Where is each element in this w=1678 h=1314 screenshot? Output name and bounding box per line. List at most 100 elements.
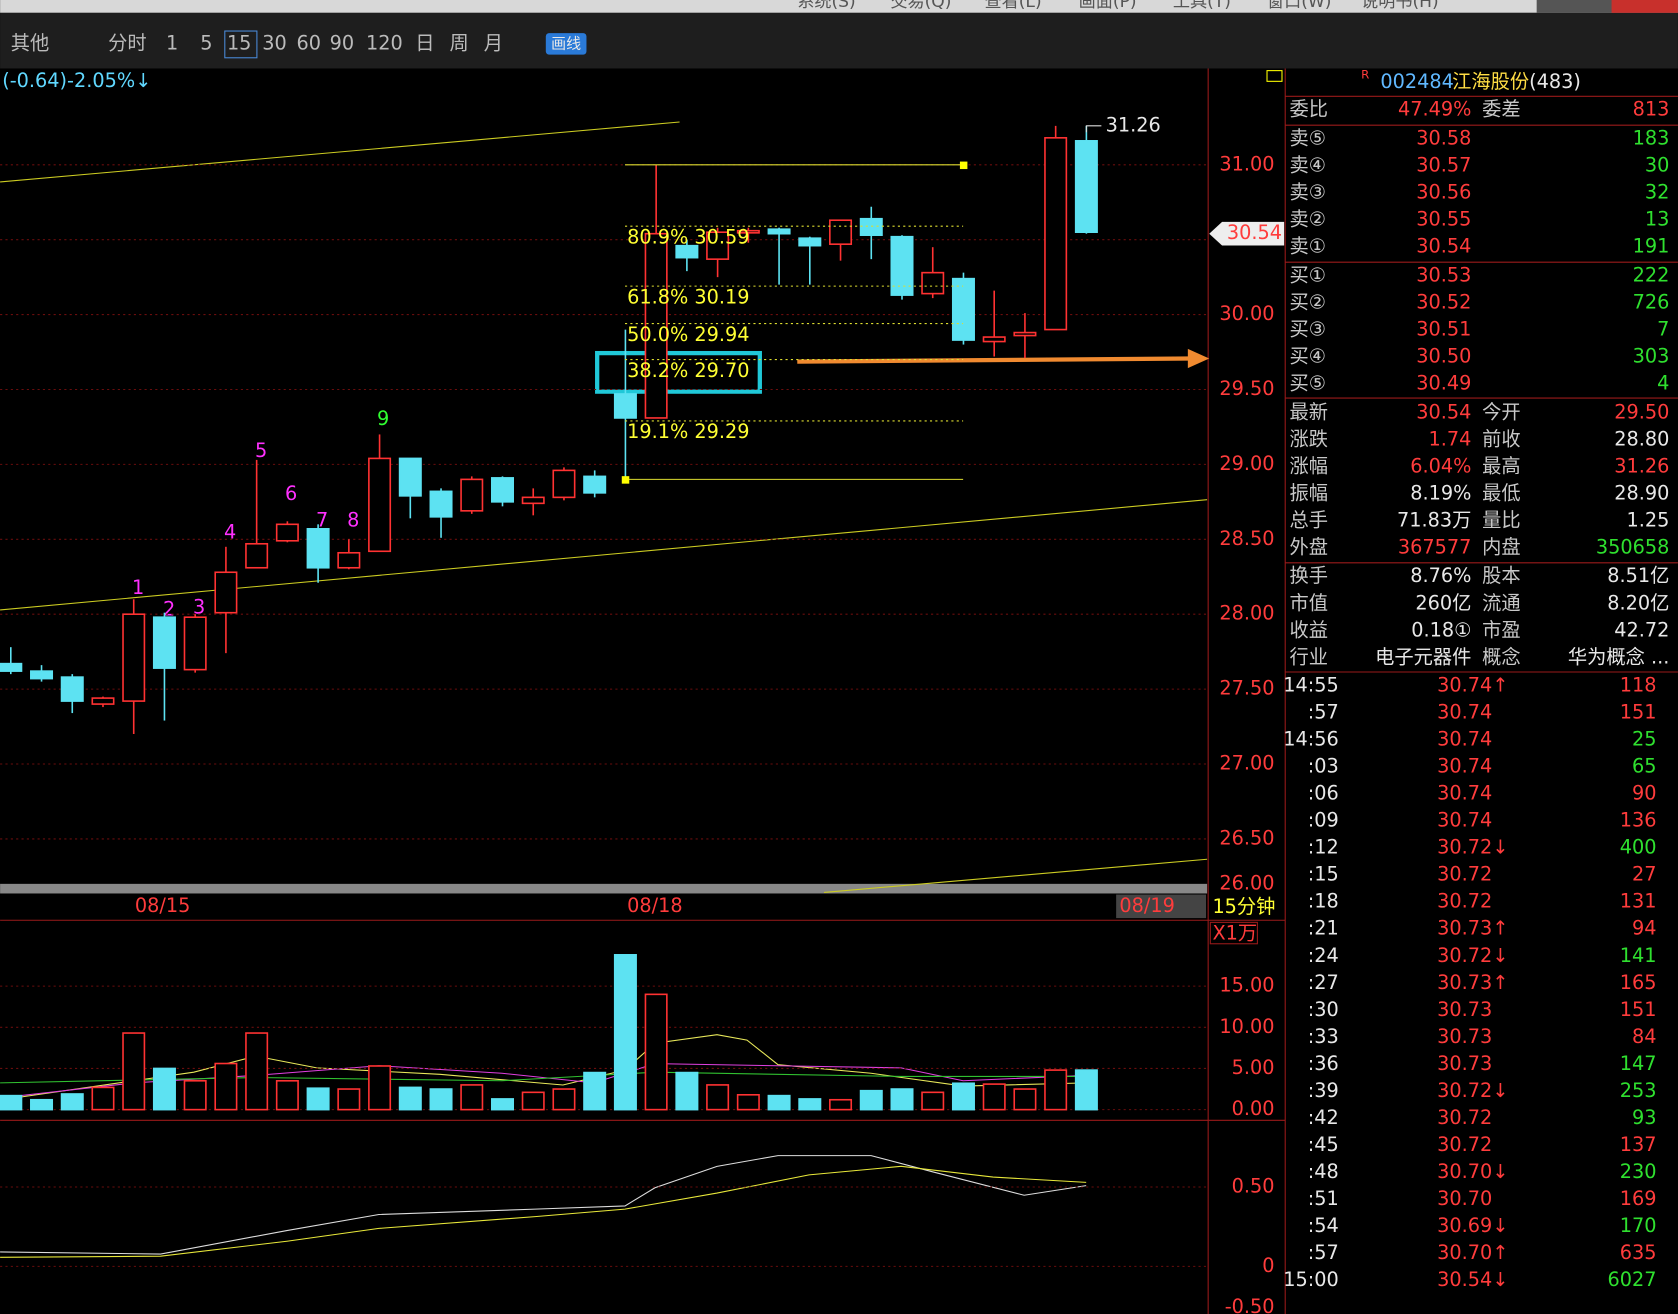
volume-bar <box>951 1082 975 1111</box>
scrollbar[interactable] <box>0 883 1208 894</box>
arrow <box>797 356 1190 364</box>
field-value: 8.19% <box>1410 481 1471 504</box>
volume-bar <box>798 1098 822 1111</box>
menu-item[interactable]: 窗口(W) <box>1267 0 1332 12</box>
stock-code: 002484 <box>1380 70 1453 93</box>
tick-volume: 25 <box>1632 727 1657 750</box>
toolbar-item[interactable]: 5 <box>200 31 212 54</box>
book-volume: 13 <box>1645 208 1670 231</box>
icon[interactable] <box>1266 70 1283 82</box>
tick-price: 30.74 <box>1437 727 1492 750</box>
toolbar-item[interactable]: 其他 <box>11 31 49 54</box>
volume-bar <box>675 1071 699 1111</box>
fib-handle[interactable] <box>621 476 630 484</box>
close-button[interactable] <box>1611 0 1678 13</box>
field-label: 今开 <box>1482 401 1521 424</box>
date-box <box>1116 894 1207 919</box>
field-label: 总手 <box>1289 508 1328 531</box>
toolbar-item[interactable]: 15 <box>227 31 252 54</box>
candle-body <box>214 571 238 614</box>
volume-tick-label: 5.00 <box>1232 1056 1275 1079</box>
field-value: 260亿 <box>1415 591 1471 614</box>
candle-body <box>613 393 637 419</box>
tick-price: 30.73 <box>1437 1025 1492 1048</box>
tick-time: :21 <box>1308 917 1339 940</box>
volume-bar <box>706 1084 730 1111</box>
tick-volume: 230 <box>1620 1160 1657 1183</box>
book-volume: 7 <box>1657 318 1669 341</box>
toolbar-item[interactable]: 月 <box>484 31 503 54</box>
y-tick-label: 31.00 <box>1219 152 1274 175</box>
field-value: 1.74 <box>1429 427 1472 450</box>
tick-time: :36 <box>1308 1052 1339 1075</box>
tick-time: :48 <box>1308 1160 1339 1183</box>
tick-price: 30.72↓ <box>1437 944 1508 967</box>
tick-time: :12 <box>1308 836 1339 859</box>
candle-body <box>921 271 945 295</box>
tick-time: :39 <box>1308 1079 1339 1102</box>
volume-bar <box>767 1094 791 1111</box>
tick-price: 30.74 <box>1437 782 1492 805</box>
menu-item[interactable]: 说明书(H) <box>1361 0 1439 12</box>
macd-dea <box>0 1165 1087 1258</box>
menu-item[interactable]: 系统(S) <box>797 0 855 12</box>
tick-time: :06 <box>1308 782 1339 805</box>
book-label: 卖② <box>1289 208 1326 231</box>
stock-count: (483) <box>1529 70 1581 93</box>
toolbar-item[interactable]: 1 <box>166 31 178 54</box>
tick-volume: 170 <box>1620 1214 1657 1237</box>
book-price: 30.58 <box>1416 127 1471 150</box>
volume-bar <box>644 993 668 1111</box>
fib-label: 50.0% 29.94 <box>627 323 749 346</box>
field-value: 6.04% <box>1410 454 1471 477</box>
book-volume: 32 <box>1645 181 1670 204</box>
y-tick-label: 29.00 <box>1219 452 1274 475</box>
volume-bar <box>183 1080 207 1111</box>
volume-bar <box>890 1088 914 1111</box>
tick-price: 30.74 <box>1437 809 1492 832</box>
menu-item[interactable]: 交易(Q) <box>890 0 951 12</box>
field-label: 概念 <box>1482 645 1521 668</box>
candle-body <box>829 219 853 245</box>
selected-period <box>224 30 258 59</box>
field-value: 813 <box>1633 98 1670 121</box>
macd-tick-label: -0.50 <box>1225 1295 1275 1314</box>
volume-tick-label: 0.00 <box>1232 1097 1275 1120</box>
fib-handle[interactable] <box>959 161 968 170</box>
field-label: 委差 <box>1482 98 1521 121</box>
tick-time: 15:00 <box>1283 1268 1338 1291</box>
last-price-tag <box>1209 221 1285 246</box>
toolbar-item[interactable]: 30 <box>262 31 287 54</box>
field-value: 华为概念 ... <box>1568 645 1669 668</box>
field-label: 行业 <box>1289 645 1328 668</box>
field-label: 股本 <box>1482 564 1521 587</box>
tick-price: 30.70↓ <box>1437 1160 1508 1183</box>
tick-volume: 93 <box>1632 1106 1657 1129</box>
menu-item[interactable]: 画面(P) <box>1079 0 1137 12</box>
field-label: 市值 <box>1289 591 1328 614</box>
tick-price: 30.73↑ <box>1437 917 1508 940</box>
toolbar-item[interactable]: 120 <box>366 31 403 54</box>
draw-button[interactable] <box>545 33 587 55</box>
tick-price: 30.72↓ <box>1437 1079 1508 1102</box>
volume-bar <box>583 1071 607 1111</box>
trend-line <box>823 858 1208 893</box>
volume-bar <box>982 1083 1006 1111</box>
toolbar-item[interactable]: 日 <box>415 31 434 54</box>
candle-body <box>859 217 883 236</box>
field-value: 8.51亿 <box>1607 564 1669 587</box>
menu-item[interactable]: 工具(T) <box>1173 0 1231 12</box>
toolbar-item[interactable]: 90 <box>330 31 355 54</box>
toolbar-item[interactable]: 周 <box>450 31 469 54</box>
toolbar-item[interactable]: 分时 <box>108 31 147 54</box>
menu-item[interactable]: 查看(L) <box>985 0 1042 12</box>
book-label: 买② <box>1289 291 1326 314</box>
field-value: 电子元器件 <box>1375 645 1471 668</box>
wave-label: 8 <box>347 509 359 532</box>
tick-time: :24 <box>1308 944 1339 967</box>
draw-button-label[interactable]: 画线 <box>551 34 581 52</box>
field-value: 0.18① <box>1411 618 1471 641</box>
toolbar-item[interactable]: 60 <box>296 31 321 54</box>
fib-label: 38.2% 29.70 <box>627 359 749 382</box>
candle-body <box>583 475 607 494</box>
